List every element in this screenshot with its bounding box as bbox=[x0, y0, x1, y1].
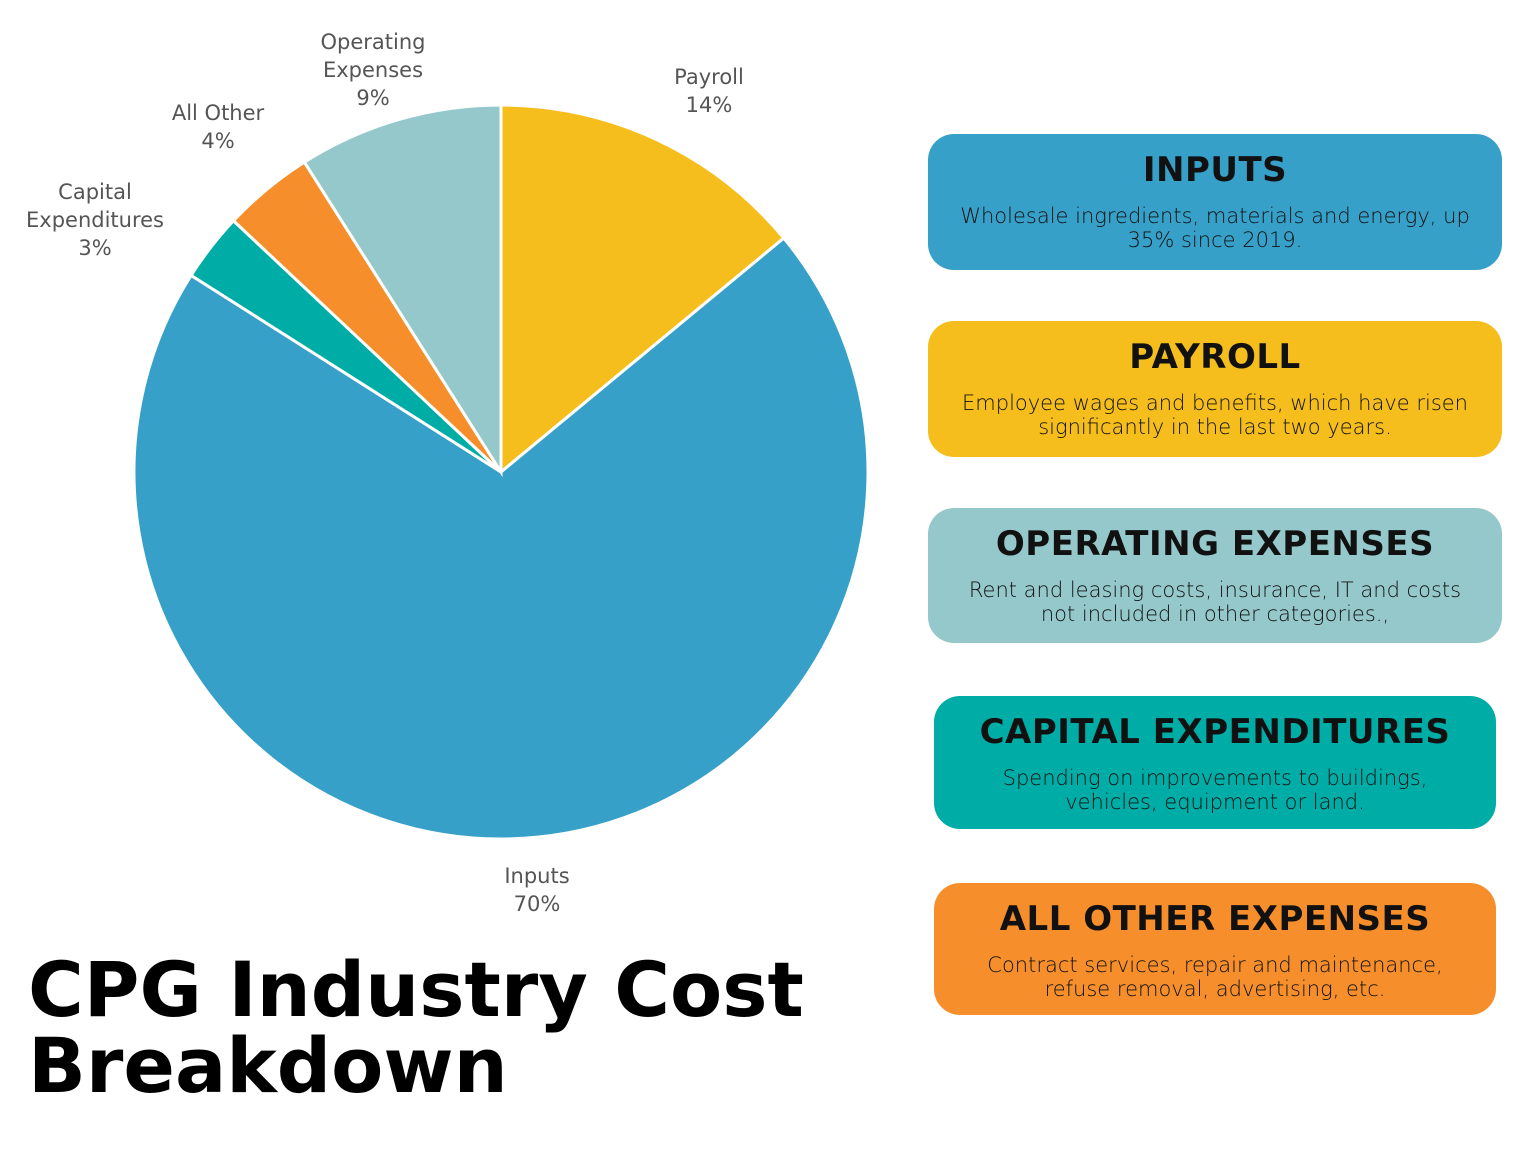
card-capital-expenditures: CAPITAL EXPENDITURES Spending on improve… bbox=[934, 696, 1496, 829]
slice-label-payroll: Payroll 14% bbox=[674, 63, 744, 119]
card-title: PAYROLL bbox=[1129, 337, 1301, 377]
slice-label-value: 3% bbox=[78, 236, 112, 260]
card-operating-expenses: OPERATING EXPENSES Rent and leasing cost… bbox=[928, 508, 1502, 643]
slice-label-name: All Other bbox=[171, 101, 265, 125]
slice-label-name: Inputs bbox=[504, 864, 570, 888]
slice-label-all-other: All Other 4% bbox=[172, 99, 264, 155]
card-all-other-expenses: ALL OTHER EXPENSES Contract services, re… bbox=[934, 883, 1496, 1015]
card-title: CAPITAL EXPENDITURES bbox=[979, 712, 1451, 752]
slice-label-value: 9% bbox=[356, 86, 390, 110]
slice-label-name: Operating Expenses bbox=[320, 30, 426, 82]
card-title: OPERATING EXPENSES bbox=[995, 524, 1435, 564]
card-title: INPUTS bbox=[1142, 150, 1288, 190]
pie-slice-payroll bbox=[499, 103, 786, 476]
pie-slice-inputs bbox=[132, 235, 870, 841]
card-title: ALL OTHER EXPENSES bbox=[999, 899, 1431, 939]
chart-title: CPG Industry Cost Breakdown bbox=[28, 945, 804, 1110]
card-description: Contract services, repair and maintenanc… bbox=[987, 953, 1443, 1001]
card-description: Wholesale ingredients, materials and ene… bbox=[960, 204, 1470, 252]
slice-label-capital-expenditures: Capital Expenditures 3% bbox=[26, 178, 164, 262]
card-description: Spending on improvements to buildings, v… bbox=[1002, 766, 1428, 814]
card-description: Employee wages and benefits, which have … bbox=[962, 391, 1468, 439]
slice-label-name: Capital Expenditures bbox=[26, 180, 164, 232]
slice-label-operating-expenses: Operating Expenses 9% bbox=[321, 28, 426, 112]
slice-label-value: 4% bbox=[201, 129, 235, 153]
card-payroll: PAYROLL Employee wages and benefits, whi… bbox=[928, 321, 1502, 457]
slice-label-inputs: Inputs 70% bbox=[504, 862, 569, 918]
pie-slice-operating-expenses bbox=[302, 103, 503, 478]
slice-label-value: 14% bbox=[685, 93, 733, 117]
pie-chart bbox=[132, 103, 870, 841]
slice-label-name: Payroll bbox=[674, 65, 744, 89]
card-description: Rent and leasing costs, insurance, IT an… bbox=[968, 578, 1462, 626]
slice-label-value: 70% bbox=[513, 892, 561, 916]
card-inputs: INPUTS Wholesale ingredients, materials … bbox=[928, 134, 1502, 270]
